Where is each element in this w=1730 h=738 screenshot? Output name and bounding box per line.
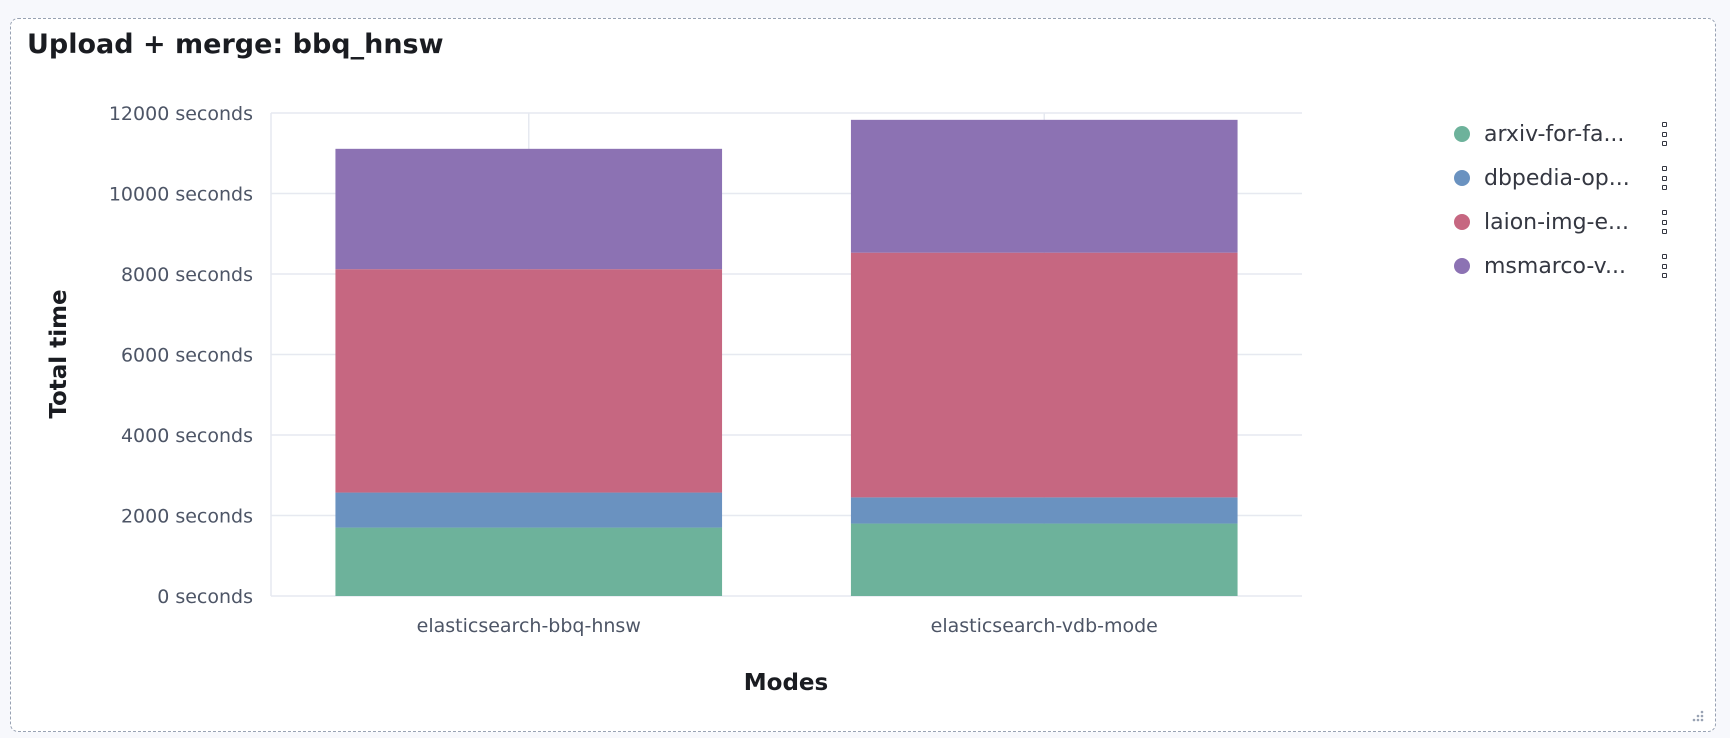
legend-swatch xyxy=(1454,126,1470,142)
bar-segment[interactable] xyxy=(850,523,1238,596)
legend-label: dbpedia-op... xyxy=(1484,165,1630,191)
resize-handle-icon[interactable] xyxy=(1689,707,1705,723)
legend-item[interactable]: arxiv-for-fa... xyxy=(1440,112,1690,156)
legend-item[interactable]: dbpedia-op... xyxy=(1440,156,1690,200)
legend-actions-icon[interactable] xyxy=(1662,122,1670,146)
x-tick-label: elasticsearch-vdb-mode xyxy=(931,615,1158,637)
y-tick-label: 2000 seconds xyxy=(121,506,253,528)
legend-item[interactable]: msmarco-v... xyxy=(1440,244,1690,288)
y-axis-title: Total time xyxy=(46,289,72,418)
legend-swatch xyxy=(1454,214,1470,230)
bar-segment[interactable] xyxy=(335,148,723,270)
y-tick-label: 6000 seconds xyxy=(121,345,253,367)
legend-item[interactable]: laion-img-e... xyxy=(1440,200,1690,244)
y-tick-label: 8000 seconds xyxy=(121,264,253,286)
y-tick-label: 10000 seconds xyxy=(109,184,253,206)
bar-segment[interactable] xyxy=(335,269,723,493)
bar-segment[interactable] xyxy=(850,497,1238,524)
bar-segment[interactable] xyxy=(850,252,1238,498)
legend-label: laion-img-e... xyxy=(1484,209,1630,235)
legend-swatch xyxy=(1454,258,1470,274)
legend-actions-icon[interactable] xyxy=(1662,166,1670,190)
x-tick-label: elasticsearch-bbq-hnsw xyxy=(417,615,641,637)
bar-segment[interactable] xyxy=(335,492,723,528)
legend-actions-icon[interactable] xyxy=(1662,254,1670,278)
x-axis-title: Modes xyxy=(744,670,828,696)
legend-label: arxiv-for-fa... xyxy=(1484,121,1625,147)
y-tick-label: 12000 seconds xyxy=(109,103,253,125)
bar-segment[interactable] xyxy=(850,119,1238,253)
bar-segment[interactable] xyxy=(335,527,723,596)
legend-swatch xyxy=(1454,170,1470,186)
axis-layer: 0 seconds 2000 seconds 4000 seconds 6000 se… xyxy=(109,103,1158,637)
y-tick-label: 4000 seconds xyxy=(121,425,253,447)
y-tick-label: 0 seconds xyxy=(157,586,253,608)
panel-title: Upload + merge: bbq_hnsw xyxy=(27,29,444,60)
legend-label: msmarco-v... xyxy=(1484,253,1626,279)
chart-legend: arxiv-for-fa... dbpedia-op... laion-img-e.… xyxy=(1440,112,1690,288)
bars-layer xyxy=(335,119,1238,596)
legend-actions-icon[interactable] xyxy=(1662,210,1670,234)
